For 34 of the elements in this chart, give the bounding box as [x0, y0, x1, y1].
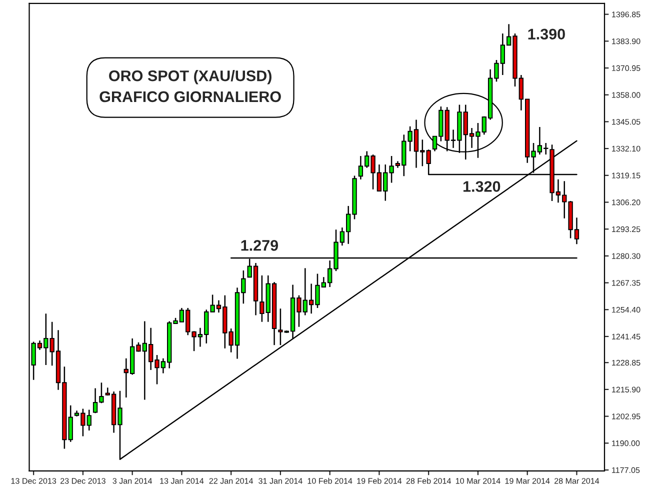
x-tick-label: 22 Jan 2014: [209, 478, 254, 484]
y-tick-label: 1241.45: [612, 334, 640, 340]
y-tick-label: 1280.30: [612, 253, 640, 259]
y-tick-label: 1254.40: [612, 306, 640, 313]
series-label: 1.320: [464, 181, 500, 192]
y-tick-label: 1332.10: [612, 146, 640, 152]
y-tick-label: 1306.20: [612, 200, 640, 206]
x-tick-label: 10 Mar 2014: [456, 478, 500, 484]
y-tick-label: 1370.95: [612, 65, 640, 71]
y-tick-label: 1215.90: [612, 386, 640, 392]
y-tick-label: 1396.85: [612, 12, 640, 18]
y-tick-label: 1358.00: [612, 92, 640, 98]
annotation: 1.390: [528, 28, 565, 40]
y-tick-label: 1383.90: [612, 38, 640, 44]
y-tick-label: 1177.05: [612, 467, 640, 473]
x-tick-label: 19 Feb 2014: [357, 478, 402, 484]
y-tick-label: 1228.85: [612, 360, 640, 366]
x-tick-label: 31 Jan 2014: [258, 478, 302, 484]
x-tick-label: 28 Feb 2014: [406, 478, 451, 484]
x-tick-label: 23 Dec 2013: [60, 478, 106, 484]
x-tick-label: 13 Jan 2014: [160, 478, 204, 484]
x-tick-label: 19 Mar 2014: [505, 478, 550, 484]
y-tick-label: 1190.00: [612, 440, 640, 446]
x-tick-label: 28 Mar 2014: [554, 478, 600, 484]
y-tick-label: 1319.15: [612, 172, 640, 178]
x-tick-label: 13 Dec 2013: [11, 478, 56, 484]
y-tick-label: 1293.25: [612, 226, 640, 232]
y-tick-label: 1345.05: [612, 118, 640, 125]
text: ORO SPOT (XAU/USD) GRAFICO GIORNALIERO: [100, 70, 281, 102]
x-tick-label: 3 Jan 2014: [112, 478, 152, 484]
y-tick-label: 1202.95: [612, 414, 640, 420]
x-tick-label: 10 Feb 2014: [308, 478, 352, 484]
y-tick-label: 1267.35: [612, 280, 640, 286]
series-label: 1.279: [241, 240, 278, 251]
